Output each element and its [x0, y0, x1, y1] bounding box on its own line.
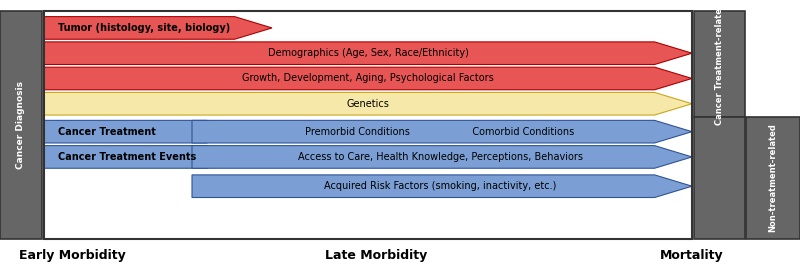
Text: Growth, Development, Aging, Psychological Factors: Growth, Development, Aging, Psychologica…: [242, 73, 494, 84]
Polygon shape: [44, 120, 244, 143]
Polygon shape: [44, 146, 244, 168]
Text: Early Morbidity: Early Morbidity: [18, 249, 126, 262]
Text: Premorbid Conditions                    Comorbid Conditions: Premorbid Conditions Comorbid Conditions: [306, 127, 574, 137]
Text: Non-treatment-related: Non-treatment-related: [768, 123, 778, 232]
Polygon shape: [44, 42, 692, 65]
Text: Cancer Treatment Events: Cancer Treatment Events: [58, 152, 196, 162]
Text: Access to Care, Health Knowledge, Perceptions, Behaviors: Access to Care, Health Knowledge, Percep…: [298, 152, 582, 162]
Polygon shape: [192, 146, 692, 168]
Polygon shape: [44, 16, 272, 39]
Text: Tumor (histology, site, biology): Tumor (histology, site, biology): [58, 23, 230, 33]
Text: Cancer Diagnosis: Cancer Diagnosis: [16, 81, 26, 169]
Polygon shape: [44, 67, 692, 90]
FancyBboxPatch shape: [694, 117, 745, 239]
Text: Cancer Treatment-related: Cancer Treatment-related: [715, 2, 724, 125]
FancyBboxPatch shape: [694, 11, 745, 117]
Text: Mortality: Mortality: [660, 249, 724, 262]
Text: Acquired Risk Factors (smoking, inactivity, etc.): Acquired Risk Factors (smoking, inactivi…: [324, 181, 556, 191]
Polygon shape: [192, 175, 692, 197]
Text: Demographics (Age, Sex, Race/Ethnicity): Demographics (Age, Sex, Race/Ethnicity): [267, 48, 469, 58]
Text: Cancer Treatment: Cancer Treatment: [58, 127, 155, 137]
Text: Late Morbidity: Late Morbidity: [325, 249, 427, 262]
FancyBboxPatch shape: [746, 117, 800, 239]
FancyBboxPatch shape: [0, 11, 42, 239]
Polygon shape: [44, 93, 692, 115]
Polygon shape: [192, 120, 692, 143]
Text: Genetics: Genetics: [346, 99, 390, 109]
